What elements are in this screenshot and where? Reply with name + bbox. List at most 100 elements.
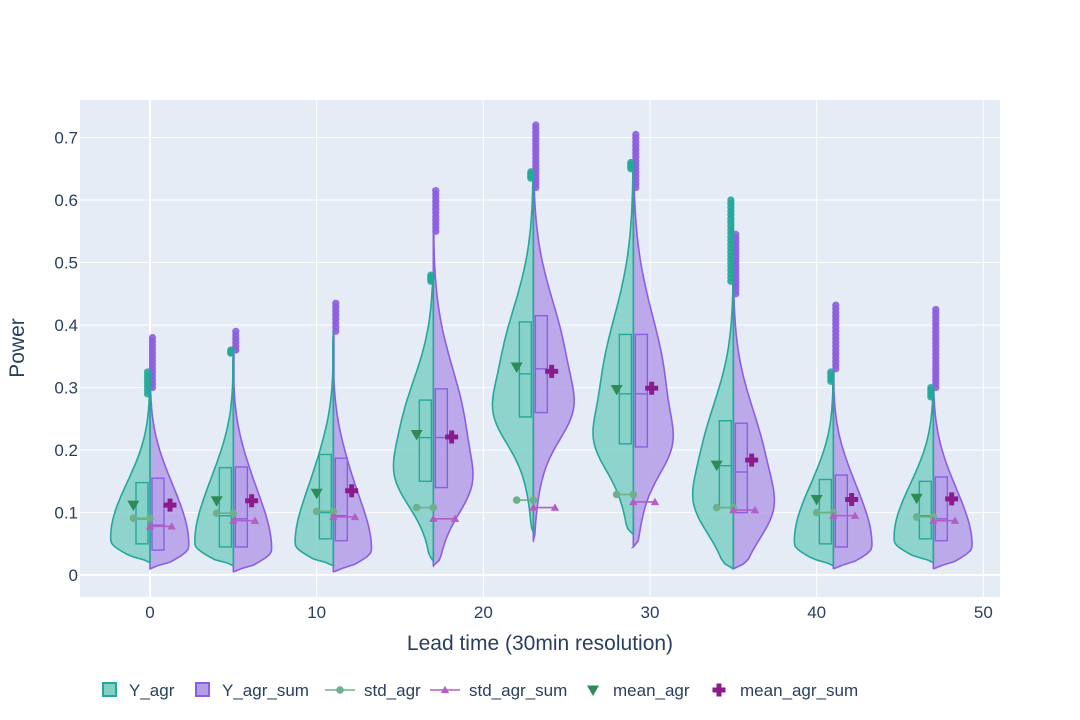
std-agr-sum-marker [850,511,860,519]
y-agr-violin [592,158,635,536]
mean-agr-marker [210,496,223,507]
legend-swatch-marker [587,685,599,696]
y-agr-sum-outlier-point [148,333,157,342]
mean-agr-sum-marker [445,430,459,444]
y-agr-violin [893,383,935,564]
mean-agr-sum-marker [163,498,177,512]
y-tick-label: 0 [69,566,78,585]
y-agr-box [135,481,149,545]
std-agr-segment [312,507,338,516]
std-agr-marker [312,507,321,516]
y-agr-sum-outlier-point [932,305,940,314]
std-agr-marker [912,513,921,521]
y-agr-box [918,480,933,540]
mean-agr-marker [310,488,323,500]
std-agr-marker [512,496,521,504]
legend-swatch-marker [336,686,344,694]
std-agr-marker [429,503,438,512]
std-agr-sum-marker [329,512,338,521]
std-agr-sum-marker [250,516,260,524]
mean-agr-sum-marker [945,492,959,506]
y-tick-label: 0.6 [54,191,78,210]
std-agr-sum-segment [829,511,860,519]
legend-item: mean_agr [587,681,690,700]
y-tick-label: 0.4 [54,316,78,335]
legend-swatch [195,682,210,697]
y-tick-label: 0.1 [54,504,78,523]
std-agr-sum-segment [629,497,660,506]
legend-label: std_agr_sum [469,681,567,700]
mean-agr-marker [610,384,623,396]
std-agr-segment [812,508,838,517]
y-agr-outlier-point [527,168,535,176]
y-agr-box [818,478,833,545]
x-axis-title: Lead time (30min resolution) [407,632,673,655]
y-agr-sum-violin [932,305,973,570]
std-agr-marker [212,509,221,518]
std-agr-sum-marker [229,516,238,524]
y-agr-sum-violin [832,301,873,570]
std-agr-sum-marker [750,505,760,514]
y-agr-sum-violin [732,230,776,570]
std-agr-sum-marker [550,503,560,511]
std-agr-sum-segment [329,512,360,521]
legend-label: Y_agr_sum [222,681,309,700]
y-agr-sum-outlier-point [832,301,840,309]
y-agr-outlier-point [727,196,735,204]
std-agr-sum-marker [167,522,176,530]
y-agr-sum-violin [630,130,675,549]
legend-label: mean_agr_sum [740,681,858,700]
legend-item: std_agr_sum [430,681,567,700]
mean-agr-sum-marker [745,453,759,467]
std-agr-marker [812,508,821,517]
std-agr-sum-marker [145,522,155,530]
y-agr-box [618,333,633,445]
std-agr-marker [146,514,154,523]
std-agr-sum-segment [429,514,460,523]
std-agr-segment [412,503,438,512]
std-agr-sum-marker [950,516,960,524]
y-agr-violin [294,330,335,569]
y-agr-sum-box [334,457,349,542]
std-agr-marker [329,507,338,516]
y-agr-outlier-point [143,368,152,376]
legend-item: mean_agr_sum [712,681,858,700]
y-agr-outlier-point [227,346,235,354]
x-tick-label: 50 [974,603,993,622]
std-agr-marker [129,514,138,523]
x-tick-label: 20 [474,603,493,622]
std-agr-segment [512,496,538,504]
std-agr-sum-marker [529,503,538,511]
std-agr-sum-marker [350,512,360,521]
y-agr-violin-body [392,272,435,563]
y-agr-sum-box [834,474,849,548]
std-agr-sum-marker [829,511,838,519]
y-agr-violin [491,168,535,534]
std-agr-sum-marker [729,505,738,514]
legend-item: Y_agr_sum [195,681,309,700]
std-agr-sum-marker [429,514,438,523]
y-agr-box [418,399,433,483]
std-agr-segment [212,509,238,518]
y-agr-sum-box [934,476,949,542]
y-agr-sum-outlier-point [632,130,640,138]
legend-label: mean_agr [613,681,690,700]
std-agr-sum-segment [529,503,560,511]
mean-agr-marker [410,429,423,441]
y-agr-box [518,321,533,418]
legend-item: std_agr [325,681,421,700]
x-tick-label: 0 [145,603,154,622]
std-agr-sum-marker [650,497,660,506]
mean-agr-sum-marker [245,494,259,508]
y-agr-sum-box [634,333,649,448]
mean-agr-marker [510,362,523,373]
mean-agr-sum-marker [345,484,359,498]
y-agr-outlier-point [927,383,935,392]
x-tick-label: 10 [307,603,326,622]
std-agr-sum-segment [929,516,960,524]
y-agr-box [718,420,733,509]
y-agr-violin [392,271,435,563]
y-agr-sum-violin [432,187,474,569]
std-agr-marker [412,503,421,512]
